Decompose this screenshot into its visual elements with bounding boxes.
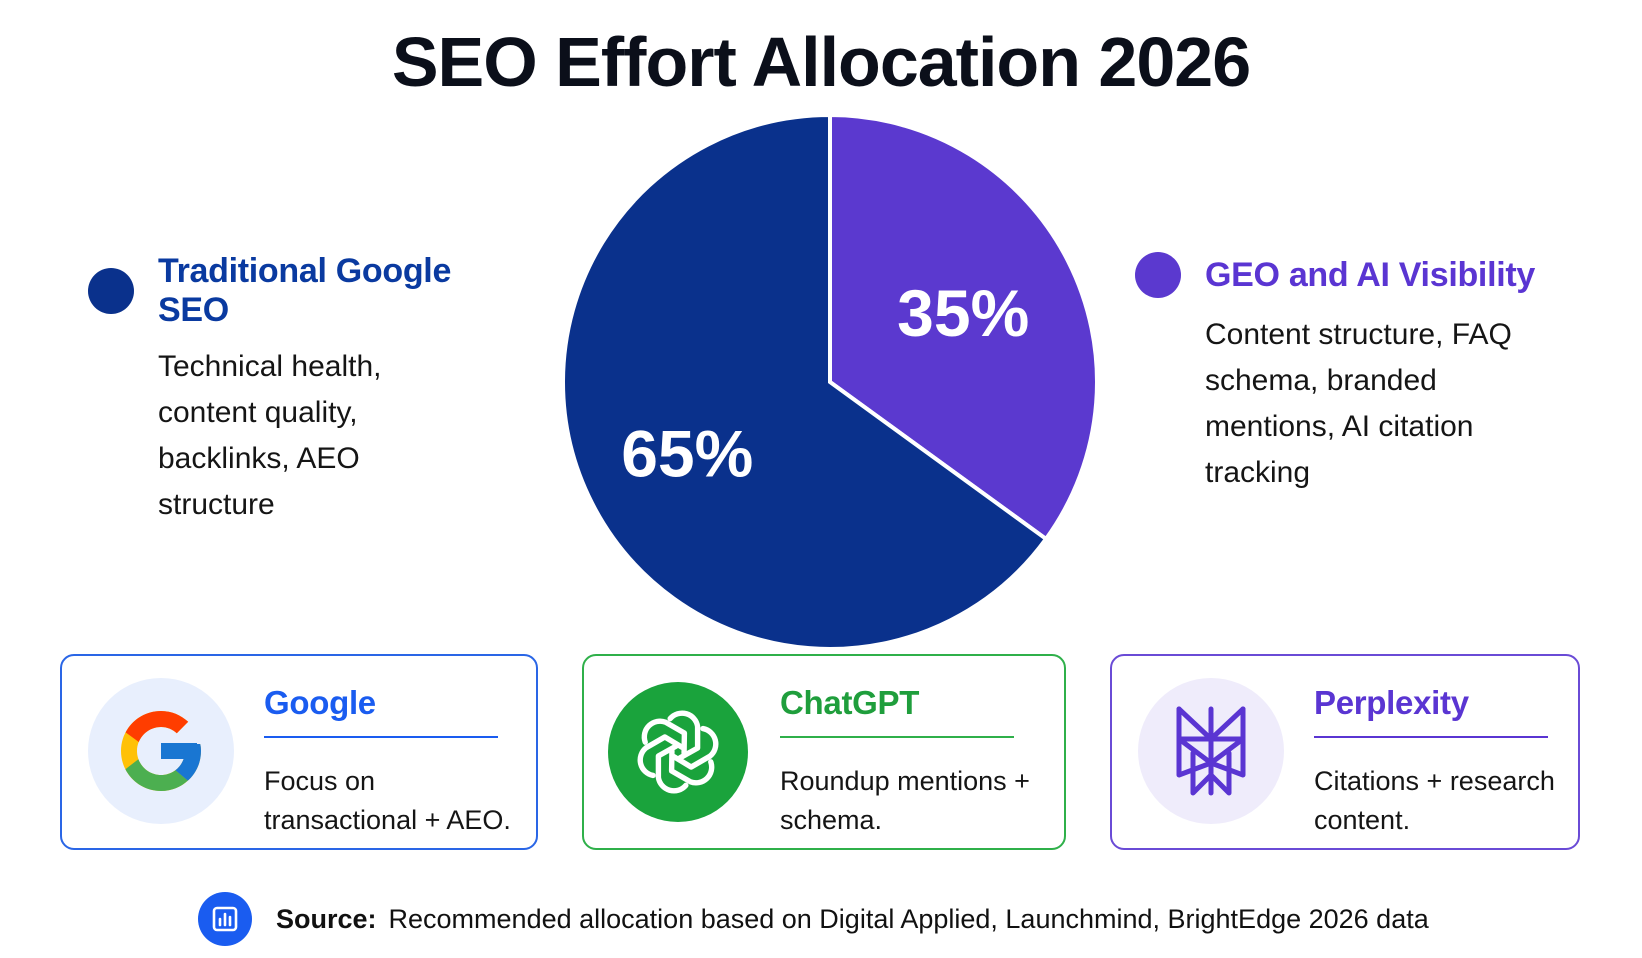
legend-geo-ai: GEO and AI Visibility Content structure,… bbox=[1135, 252, 1575, 496]
source-note: Source: Recommended allocation based on … bbox=[198, 892, 1429, 946]
pie-label-geo-ai: 35% bbox=[897, 276, 1029, 350]
platform-description-perplexity: Citations + research content. bbox=[1314, 766, 1555, 835]
source-label: Source: bbox=[276, 903, 377, 934]
legend-swatch-traditional-seo bbox=[88, 268, 134, 314]
platform-name-chatgpt: ChatGPT bbox=[780, 684, 1014, 738]
platform-card-perplexity: Perplexity Citations + research content. bbox=[1110, 654, 1580, 850]
platform-card-google: Google Focus on transactional + AEO. bbox=[60, 654, 538, 850]
bar-chart-icon bbox=[198, 892, 252, 946]
chart-title: SEO Effort Allocation 2026 bbox=[391, 23, 1251, 101]
platform-name-google: Google bbox=[264, 684, 498, 738]
platform-name-perplexity: Perplexity bbox=[1314, 684, 1548, 738]
legend-title-traditional-seo: Traditional Google SEO bbox=[158, 252, 452, 329]
legend-description-geo-ai: Content structure, FAQ schema, branded m… bbox=[1205, 318, 1512, 489]
pie-slice-geo-ai bbox=[828, 112, 1099, 542]
legend-title-geo-ai: GEO and AI Visibility bbox=[1205, 255, 1535, 294]
platform-card-chatgpt: ChatGPT Roundup mentions + schema. bbox=[582, 654, 1066, 850]
platform-description-google: Focus on transactional + AEO. bbox=[264, 766, 511, 835]
google-logo-icon bbox=[88, 678, 234, 824]
legend-traditional-seo: Traditional Google SEO Technical health,… bbox=[88, 252, 508, 528]
pie-slice-traditional-seo bbox=[561, 112, 1049, 651]
platform-description-chatgpt: Roundup mentions + schema. bbox=[780, 766, 1030, 835]
legend-description-traditional-seo: Technical health, content quality, backl… bbox=[158, 350, 382, 521]
legend-swatch-geo-ai bbox=[1135, 252, 1181, 298]
source-text: Recommended allocation based on Digital … bbox=[388, 903, 1429, 934]
pie-label-traditional-seo: 65% bbox=[621, 417, 753, 491]
chatgpt-logo-icon bbox=[608, 682, 748, 822]
perplexity-logo-icon bbox=[1138, 678, 1284, 824]
